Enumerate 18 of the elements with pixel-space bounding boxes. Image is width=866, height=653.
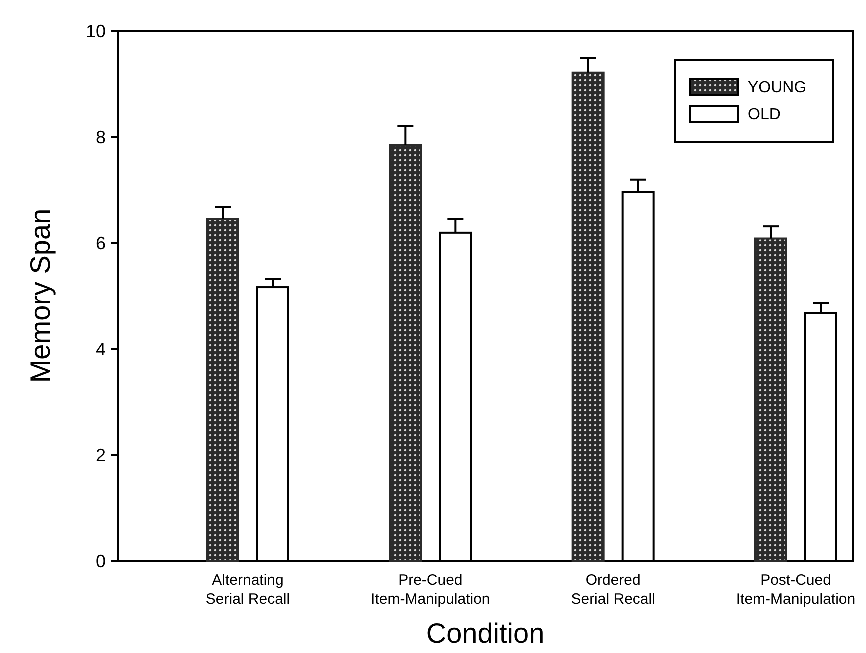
y-tick-label: 2 xyxy=(96,445,106,466)
x-axis-title: Condition xyxy=(426,618,545,649)
bar xyxy=(206,218,240,562)
bar xyxy=(389,144,422,562)
x-tick-label: Post-Cued Item-Manipulation xyxy=(736,572,856,608)
y-tick-label: 8 xyxy=(96,127,106,148)
y-tick-label: 0 xyxy=(96,551,106,572)
y-tick-label: 6 xyxy=(96,233,106,254)
x-tick-label: Alternating Serial Recall xyxy=(206,572,290,608)
bar xyxy=(754,238,788,562)
y-tick-label: 4 xyxy=(96,339,106,360)
bar xyxy=(572,72,605,562)
legend-label: OLD xyxy=(748,106,781,124)
legend-label: YOUNG xyxy=(748,80,807,97)
x-tick-label: Ordered Serial Recall xyxy=(571,572,656,608)
y-axis-title: Memory Span xyxy=(25,208,56,384)
y-tick-label: 10 xyxy=(86,21,106,42)
x-tick-label: Pre-Cued Item-Manipulation xyxy=(371,572,490,608)
